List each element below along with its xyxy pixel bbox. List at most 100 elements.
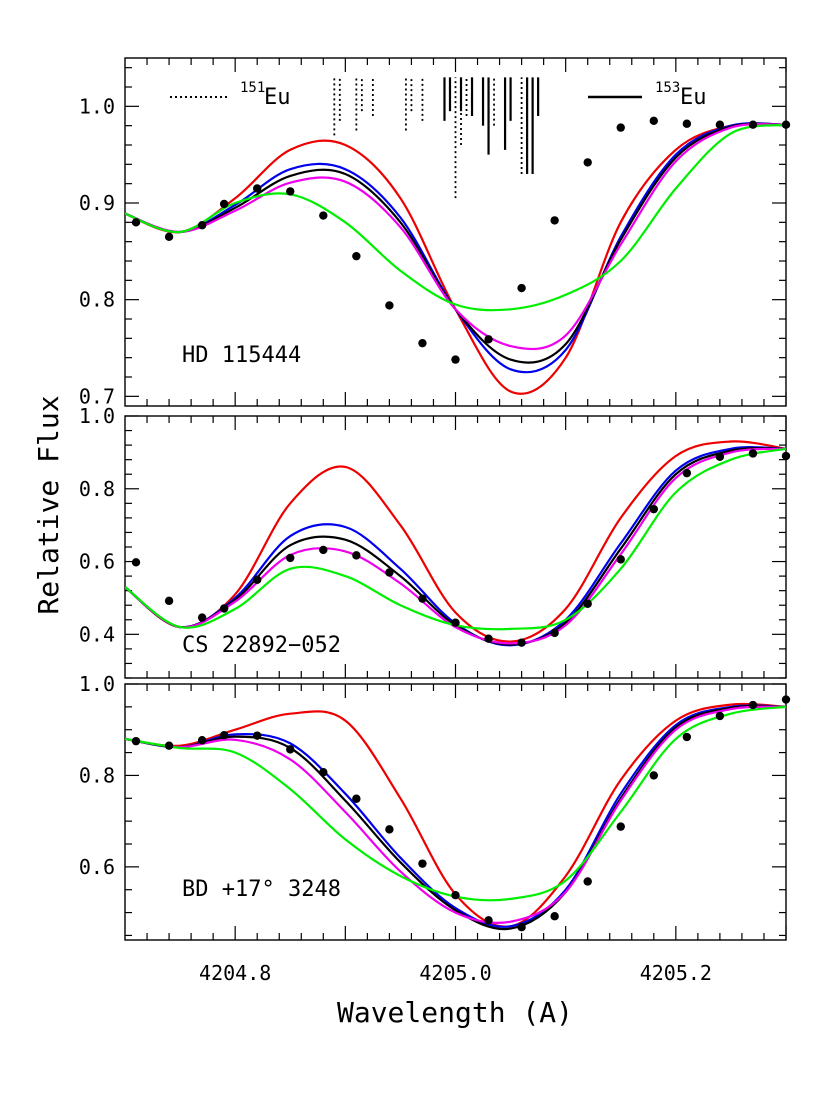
x-axis-title: Wavelength (A)	[337, 996, 573, 1029]
y-axis-title: Relative Flux	[32, 395, 65, 614]
observed-point	[219, 199, 229, 209]
observed-point	[451, 891, 460, 900]
observed-point	[451, 355, 460, 364]
observed-point	[286, 745, 295, 754]
observed-point	[484, 634, 493, 643]
observed-point	[781, 695, 791, 704]
observed-point	[583, 599, 592, 608]
observed-point	[484, 916, 493, 925]
observed-point	[682, 732, 692, 742]
panel-label-3: BD +17° 3248	[182, 877, 341, 902]
observed-point	[748, 700, 758, 710]
observed-point	[164, 741, 174, 750]
model-curve-2	[125, 704, 786, 928]
observed-point	[748, 120, 758, 129]
observed-point	[583, 158, 592, 167]
observed-point	[748, 449, 758, 458]
observed-point	[715, 120, 725, 129]
y-tick-label: 0.9	[79, 191, 115, 215]
observed-point	[286, 187, 295, 196]
panel-label-1: HD 115444	[182, 343, 301, 368]
observed-point	[197, 736, 207, 745]
observed-point	[682, 119, 692, 128]
observed-point	[352, 794, 361, 803]
observed-point	[131, 736, 141, 746]
observed-point	[781, 120, 791, 129]
observed-point	[649, 771, 658, 780]
observed-point	[219, 604, 229, 613]
model-curve-1	[125, 440, 786, 643]
observed-point	[550, 628, 559, 638]
y-tick-label: 0.8	[79, 763, 115, 787]
observed-point	[319, 545, 328, 555]
observed-point	[550, 912, 559, 921]
observed-point	[616, 822, 625, 831]
observed-point	[253, 575, 262, 584]
model-curve-4	[125, 705, 786, 924]
x-tick-label: 4204.8	[199, 961, 271, 985]
observed-point	[583, 877, 592, 886]
panel-1: 0.7 0.8 0.9 1.0	[79, 57, 791, 408]
y-tick-label: 0.6	[79, 550, 115, 574]
observed-point	[649, 504, 658, 514]
observed-point	[715, 711, 725, 721]
observed-point	[385, 825, 394, 834]
observed-point	[253, 731, 262, 740]
observed-point	[550, 216, 559, 225]
observed-point	[164, 232, 174, 242]
x-tick-label: 4205.0	[419, 961, 491, 985]
observed-point	[649, 116, 658, 126]
isotope-legend: 151 Eu 153 Eu	[170, 80, 707, 110]
observed-point	[484, 335, 493, 344]
eu153-element: Eu	[680, 85, 707, 110]
y-tick-label: 0.7	[79, 384, 115, 408]
observed-point	[517, 638, 526, 647]
observed-point	[131, 558, 141, 567]
observed-point	[682, 468, 692, 478]
x-tick-label: 4205.2	[640, 961, 712, 985]
panel-2: 0.4 0.6 0.8 1.0	[79, 404, 791, 679]
model-curve-5	[125, 123, 786, 312]
y-tick-label: 0.6	[79, 855, 115, 879]
observed-point	[715, 452, 725, 461]
observed-point	[197, 613, 207, 622]
eu151-element: Eu	[264, 85, 291, 110]
observed-point	[616, 555, 625, 564]
observed-point	[319, 768, 328, 777]
observed-point	[418, 338, 427, 348]
observed-point	[451, 618, 460, 627]
panel-label-2: CS 22892−052	[182, 633, 341, 658]
model-curve-3	[125, 704, 786, 931]
observed-point	[352, 251, 361, 261]
model-curve-4	[125, 447, 786, 645]
y-tick-label: 0.8	[79, 477, 115, 501]
observed-point	[385, 568, 394, 577]
y-tick-label: 1.0	[79, 672, 115, 696]
y-tick-label: 1.0	[79, 94, 115, 118]
observed-point	[286, 553, 295, 563]
y-tick-label: 0.8	[79, 288, 115, 312]
observed-point	[131, 218, 141, 227]
observed-point	[319, 211, 328, 220]
observed-point	[418, 594, 427, 603]
observed-point	[385, 301, 394, 310]
observed-point	[517, 923, 526, 932]
eu151-mass: 151	[240, 80, 265, 96]
model-curve-4	[125, 122, 786, 351]
observed-point	[197, 221, 207, 230]
panel-3: 0.6 0.8 1.0	[79, 672, 791, 941]
y-tick-label: 0.4	[79, 622, 115, 646]
observed-point	[781, 451, 791, 461]
observed-point	[517, 283, 526, 293]
model-curve-1	[125, 122, 786, 395]
observed-point	[164, 596, 174, 606]
eu153-mass: 153	[655, 80, 680, 96]
y-tick-label: 1.0	[79, 404, 115, 428]
observed-point	[352, 551, 361, 560]
observed-point	[616, 123, 625, 132]
observed-point	[219, 731, 229, 740]
observed-point	[253, 184, 262, 193]
observed-point	[418, 859, 427, 868]
panel-1-curves	[125, 122, 786, 395]
